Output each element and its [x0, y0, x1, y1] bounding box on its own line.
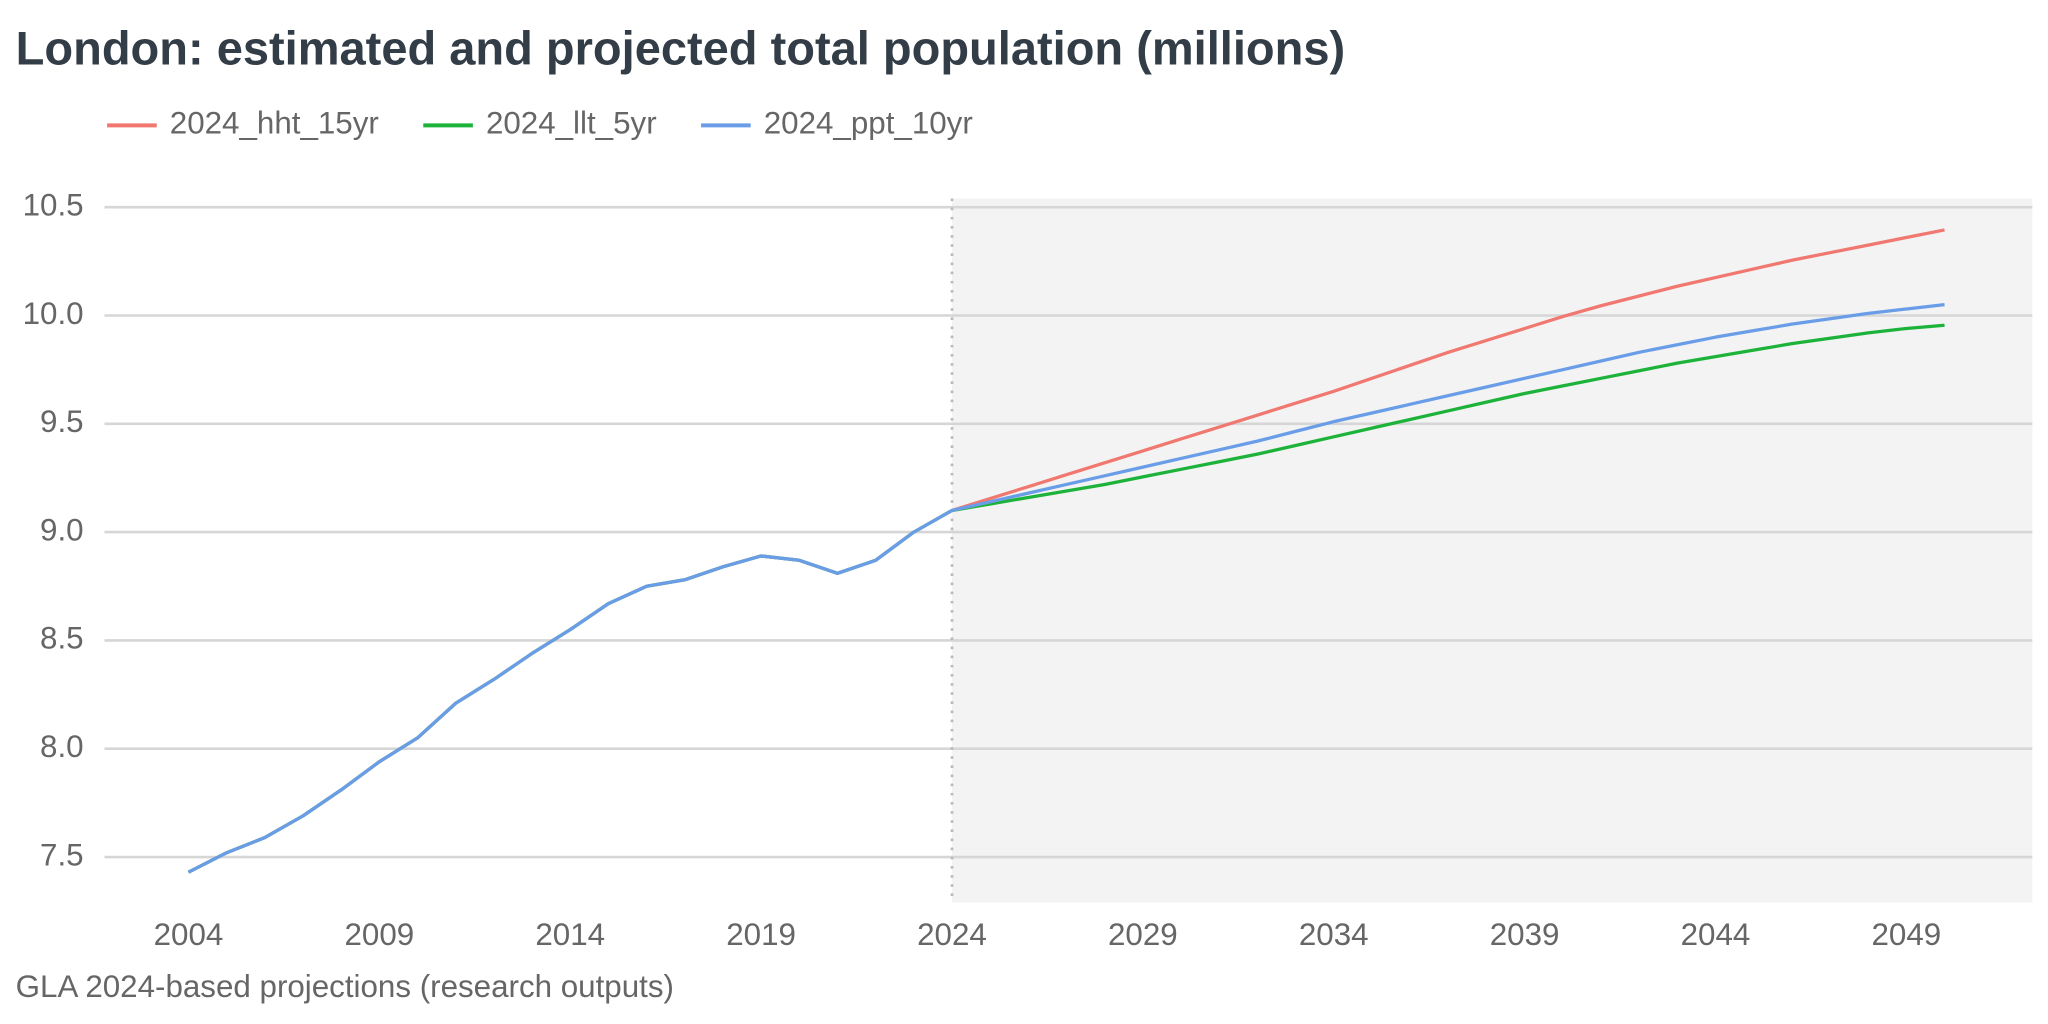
y-tick-label: 10.5 [23, 187, 84, 222]
x-tick-label: 2019 [726, 917, 796, 952]
projection-shade [951, 198, 2033, 903]
x-tick-label: 2039 [1490, 917, 1560, 952]
chart-title: London: estimated and projected total po… [16, 22, 1345, 75]
y-tick-label: 7.5 [40, 837, 84, 872]
y-tick-label: 10.0 [23, 296, 84, 331]
x-tick-label: 2014 [535, 917, 605, 952]
x-tick-label: 2044 [1681, 917, 1751, 952]
x-tick-label: 2004 [154, 917, 224, 952]
y-tick-label: 8.0 [40, 729, 84, 764]
legend-label: 2024_llt_5yr [486, 106, 657, 141]
x-tick-label: 2029 [1108, 917, 1178, 952]
legend-label: 2024_ppt_10yr [764, 106, 973, 141]
x-tick-label: 2049 [1871, 917, 1941, 952]
legend-label: 2024_hht_15yr [170, 106, 379, 141]
x-tick-label: 2034 [1299, 917, 1369, 952]
caption: GLA 2024-based projections (research out… [16, 969, 674, 1004]
y-tick-label: 9.0 [40, 512, 84, 547]
series-line [187, 303, 1945, 874]
x-tick-label: 2009 [344, 917, 414, 952]
x-tick-label: 2024 [917, 917, 987, 952]
y-tick-label: 9.5 [40, 404, 84, 439]
y-tick-label: 8.5 [40, 621, 84, 656]
